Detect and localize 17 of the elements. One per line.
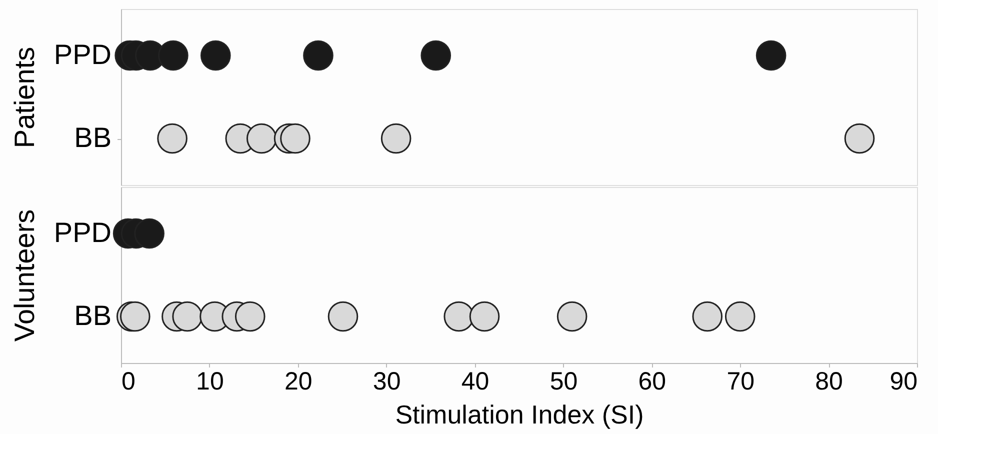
x-axis-title: Stimulation Index (SI) bbox=[395, 400, 644, 430]
x-tick-label: 70 bbox=[726, 368, 755, 396]
y-axis-title: Patients bbox=[8, 46, 40, 148]
x-tick-label: 20 bbox=[284, 368, 312, 396]
y-tick-label: BB bbox=[74, 300, 112, 332]
x-tick-label: 0 bbox=[122, 368, 136, 396]
y-tick-label: PPD bbox=[54, 38, 112, 70]
x-tick-label: 30 bbox=[372, 368, 401, 396]
x-tick-label: 50 bbox=[550, 368, 578, 396]
x-tick-label: 40 bbox=[461, 368, 490, 396]
x-tick-label: 90 bbox=[890, 368, 918, 396]
y-tick-label: PPD bbox=[54, 216, 112, 248]
x-tick-label: 10 bbox=[196, 368, 224, 396]
y-tick-label: BB bbox=[74, 122, 112, 154]
y-axis-title: Volunteers bbox=[8, 209, 40, 342]
x-tick-label: 60 bbox=[638, 368, 666, 396]
x-tick-label: 80 bbox=[815, 368, 843, 396]
